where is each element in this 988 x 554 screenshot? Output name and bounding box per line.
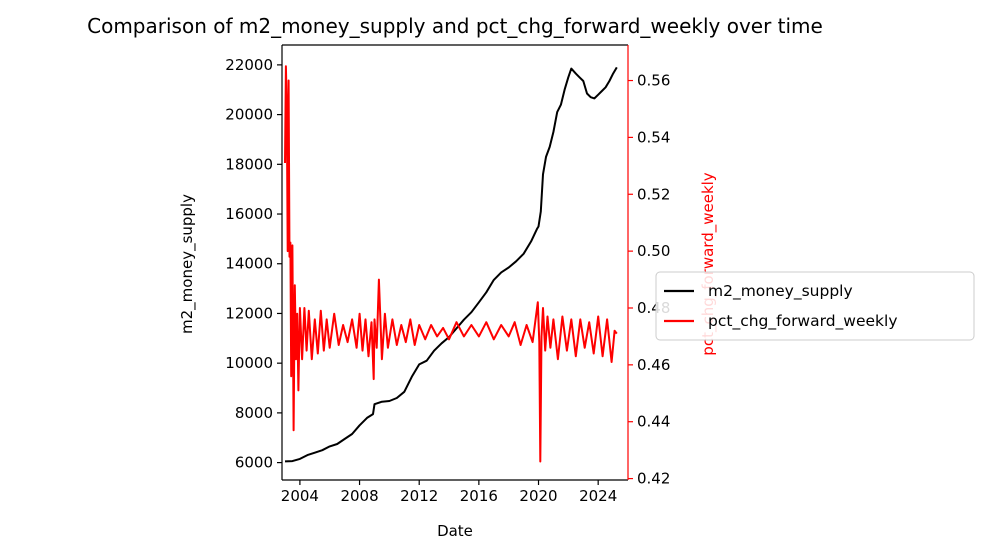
x-tick-label-2012: 2012 [400,487,438,505]
y-tick-label-right-0.52: 0.52 [637,185,670,203]
axes-layer: 2004 2008 2012 2016 2020 2024 6000 8000 10000 120… [225,44,670,505]
y-tick-label-left-6000: 6000 [235,454,273,472]
legend-box [655,271,975,341]
x-tick-label-2024: 2024 [579,487,617,505]
y-tick-label-left-22000: 22000 [225,56,273,74]
series-line-m2-money-supply [284,66,618,463]
x-tick-label-2020: 2020 [519,487,557,505]
x-tick-label-2004: 2004 [281,487,319,505]
x-tick-label-2016: 2016 [460,487,498,505]
plot-layer [284,65,618,463]
y-tick-label-left-8000: 8000 [235,404,273,422]
y-tick-label-left-16000: 16000 [225,205,273,223]
y-tick-label-left-10000: 10000 [225,354,273,372]
legend-label-m2-money-supply: m2_money_supply [708,282,853,301]
series-line-pct-chg-forward-weekly [284,65,618,463]
y-tick-label-right-0.42: 0.42 [637,470,670,488]
x-axis-title: Date [437,522,473,540]
y-tick-label-right-0.44: 0.44 [637,413,670,431]
y-tick-label-right-0.56: 0.56 [637,72,670,90]
x-tick-label-2008: 2008 [340,487,378,505]
y-tick-label-left-18000: 18000 [225,155,273,173]
chart-title: Comparison of m2_money_supply and pct_ch… [87,14,823,38]
legend: m2_money_supply pct_chg_forward_weekly [655,271,975,341]
y-tick-label-right-0.54: 0.54 [637,128,670,146]
y-tick-label-left-20000: 20000 [225,106,273,124]
y-tick-label-right-0.5: 0.50 [637,242,670,260]
y-tick-label-right-0.46: 0.46 [637,356,670,374]
legend-label-pct-chg-forward-weekly: pct_chg_forward_weekly [708,312,898,331]
y-tick-label-left-14000: 14000 [225,255,273,273]
y-tick-label-left-12000: 12000 [225,304,273,322]
y-axis-title-left: m2_money_supply [178,194,197,334]
